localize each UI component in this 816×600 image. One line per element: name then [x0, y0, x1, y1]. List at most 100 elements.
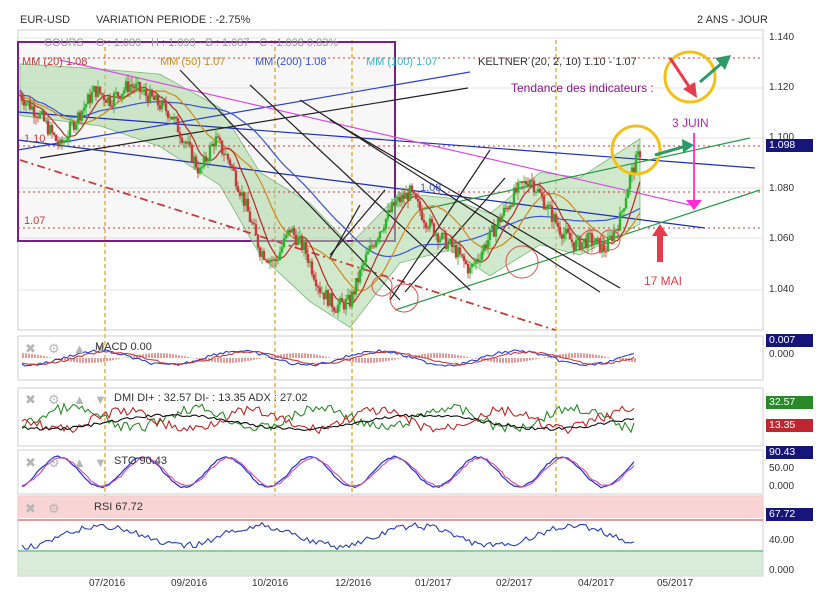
xtick-07-2016: 07/2016	[89, 578, 126, 589]
indicator-trend-circle	[663, 50, 717, 104]
macd-close-icon[interactable]: ✖	[25, 341, 36, 356]
candle-body	[74, 123, 78, 130]
candle-body	[104, 100, 108, 103]
candlesticks	[18, 74, 642, 319]
candle-body	[598, 238, 602, 253]
candle-body	[450, 239, 454, 248]
candle-body	[416, 198, 420, 202]
candle-body	[492, 225, 496, 237]
candle-body	[480, 251, 484, 260]
candle-body	[538, 188, 542, 193]
candle-body	[64, 140, 68, 142]
candle-body	[242, 192, 246, 206]
candle-body	[392, 202, 396, 206]
macd-gear-icon[interactable]: ⚙	[48, 341, 60, 356]
june-label: 3 JUIN	[672, 116, 709, 130]
candle-body	[166, 111, 170, 118]
sto-close-icon[interactable]: ✖	[25, 455, 36, 470]
candle-body	[616, 229, 620, 231]
candle-body	[96, 86, 100, 97]
candle-body	[552, 213, 556, 222]
period-selector[interactable]: 2 ANS - JOUR	[697, 14, 768, 26]
legend-mm50[interactable]: MM (50) 1.07	[160, 56, 226, 68]
dmi-frame	[17, 387, 764, 447]
candle-body	[178, 132, 182, 138]
candle-body	[102, 94, 106, 101]
candle-body	[30, 106, 34, 110]
rsi-overbought-zone	[18, 496, 763, 518]
candle-body	[472, 263, 476, 265]
macd-down-icon[interactable]: ▼	[94, 341, 107, 356]
candle-body	[282, 238, 286, 248]
candle-body	[238, 191, 242, 196]
legend-mm200[interactable]: MM (200) 1.08	[255, 56, 327, 68]
candle-body	[100, 93, 104, 95]
candle-body	[348, 295, 352, 307]
candle-body	[260, 251, 264, 257]
candle-body	[478, 259, 482, 261]
xtick-01-2017: 01/2017	[415, 578, 452, 589]
down-trend-arrowhead	[683, 82, 697, 98]
candle-body	[20, 94, 24, 101]
candle-body	[174, 116, 178, 119]
rsi-gear-icon[interactable]: ⚙	[48, 501, 60, 516]
candle-body	[136, 82, 140, 84]
ytick-1120: 1.120	[769, 82, 795, 93]
legend-keltner[interactable]: KELTNER (20, 2, 10) 1.10 - 1.07	[478, 56, 637, 68]
candle-body	[634, 154, 638, 174]
ytick-1140: 1.140	[769, 32, 795, 43]
price-trend-arrow	[654, 144, 687, 157]
sto-down-icon[interactable]: ▼	[94, 455, 107, 470]
candle-body	[116, 92, 120, 96]
candle-body	[140, 91, 144, 93]
candle-body	[200, 166, 204, 168]
candle-body	[536, 188, 540, 192]
candle-body	[428, 218, 432, 229]
candle-body	[192, 156, 196, 163]
candle-body	[322, 292, 326, 300]
candle-body	[292, 228, 296, 235]
candle-body	[214, 136, 218, 147]
candle-body	[190, 144, 194, 163]
candle-body	[210, 143, 214, 147]
candle-body	[142, 89, 146, 92]
may-label: 17 MAI	[644, 274, 683, 288]
candle-body	[592, 243, 596, 245]
candle-body	[160, 100, 164, 110]
candle-body	[254, 224, 258, 235]
candle-body	[350, 291, 354, 307]
candle-body	[546, 204, 550, 209]
candle-body	[458, 247, 462, 255]
sto-up-icon[interactable]: ▲	[73, 455, 86, 470]
candle-body	[198, 167, 202, 174]
candle-body	[398, 196, 402, 203]
candle-body	[332, 307, 336, 312]
candle-body	[496, 218, 500, 227]
candle-body	[606, 237, 610, 252]
candle-body	[280, 247, 284, 253]
candle-body	[346, 295, 350, 299]
candle-body	[414, 193, 418, 199]
legend-mm100[interactable]: MM (100) 1.07	[366, 56, 438, 68]
candle-body	[608, 235, 612, 238]
candle-body	[72, 122, 76, 130]
candle-body	[212, 143, 216, 147]
candle-body	[342, 301, 346, 310]
candle-body	[520, 181, 524, 184]
candle-body	[420, 210, 424, 220]
macd-up-icon[interactable]: ▲	[73, 341, 86, 356]
candle-body	[54, 134, 58, 142]
candle-body	[144, 89, 148, 96]
candle-body	[432, 223, 436, 236]
sto-gear-icon[interactable]: ⚙	[48, 455, 60, 470]
candle-body	[154, 94, 158, 101]
dmi-close-icon[interactable]: ✖	[25, 392, 36, 407]
candle-body	[182, 141, 186, 143]
candle-body	[186, 141, 190, 144]
rsi-close-icon[interactable]: ✖	[25, 501, 36, 516]
dmi-gear-icon[interactable]: ⚙	[48, 392, 60, 407]
candle-body	[286, 229, 290, 235]
dmi-down-icon[interactable]: ▼	[94, 392, 107, 407]
dmi-up-icon[interactable]: ▲	[73, 392, 86, 407]
legend-mm20[interactable]: MM (20) 1.08	[22, 56, 88, 68]
